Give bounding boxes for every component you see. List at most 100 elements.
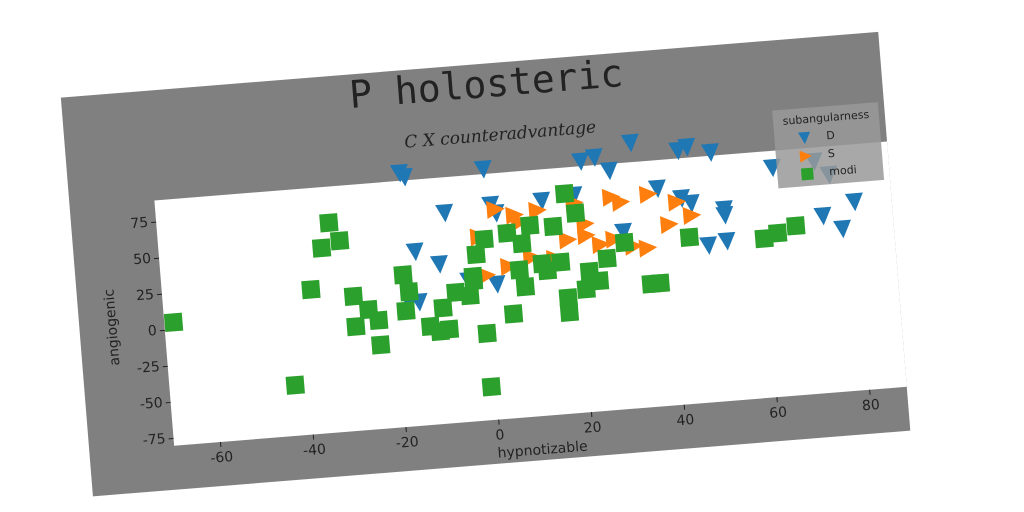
- point: [551, 252, 571, 272]
- point: [481, 377, 502, 397]
- point: [399, 282, 419, 302]
- x-tick-label: -40: [302, 442, 326, 460]
- point: [559, 302, 580, 322]
- y-tick-label: 75: [130, 215, 149, 232]
- point: [429, 254, 448, 274]
- legend-box: [772, 102, 885, 189]
- point: [605, 230, 624, 249]
- point: [601, 188, 621, 207]
- x-tick-label: 0: [495, 427, 505, 444]
- point: [311, 238, 332, 258]
- legend-label: modi: [829, 163, 857, 178]
- x-tick-label: 40: [676, 412, 695, 429]
- point: [301, 279, 321, 300]
- y-tick-label: 50: [133, 251, 152, 268]
- point: [558, 288, 578, 308]
- point: [699, 236, 717, 255]
- point: [435, 203, 454, 223]
- point: [285, 375, 305, 395]
- point: [682, 207, 702, 225]
- point: [584, 148, 603, 167]
- point: [520, 215, 540, 236]
- point: [509, 260, 530, 280]
- point: [611, 193, 631, 212]
- point: [528, 202, 547, 220]
- y-tick-label: 25: [136, 287, 155, 304]
- point: [570, 152, 589, 171]
- point: [597, 248, 617, 269]
- point: [486, 201, 505, 220]
- point: [163, 312, 184, 333]
- y-tick-label: -50: [139, 395, 163, 413]
- point: [466, 244, 486, 265]
- point: [512, 233, 532, 254]
- x-axis-label: hypnotizable: [497, 439, 588, 462]
- point: [786, 216, 806, 236]
- point: [371, 335, 391, 355]
- point: [614, 232, 635, 253]
- point: [439, 319, 460, 339]
- point: [768, 223, 788, 243]
- x-tick-label: 60: [769, 404, 788, 421]
- point: [503, 304, 524, 324]
- point: [667, 193, 687, 212]
- point: [700, 143, 719, 162]
- point: [565, 203, 586, 223]
- y-tick-label: 0: [147, 323, 157, 340]
- point: [671, 189, 690, 208]
- y-tick-label: -75: [142, 431, 166, 449]
- point: [589, 271, 610, 291]
- x-tick-label: 80: [861, 397, 880, 414]
- x-tick-label: 20: [583, 419, 602, 436]
- point: [613, 222, 632, 242]
- point: [677, 137, 696, 157]
- point: [591, 236, 611, 255]
- point: [405, 242, 424, 262]
- point: [813, 206, 832, 226]
- point: [620, 133, 639, 153]
- point: [487, 275, 506, 294]
- point: [679, 227, 700, 247]
- point: [650, 273, 671, 293]
- point: [473, 159, 492, 179]
- point: [446, 282, 466, 303]
- point: [554, 183, 575, 204]
- figure: P holosteric C X counteradvantage hypnot…: [60, 31, 911, 497]
- point: [474, 229, 494, 249]
- point: [844, 192, 863, 212]
- point: [369, 310, 389, 331]
- legend-marker: [799, 150, 812, 163]
- point: [396, 301, 416, 321]
- point: [558, 231, 578, 250]
- point: [515, 277, 536, 297]
- point: [500, 258, 519, 276]
- point: [638, 185, 658, 204]
- point: [343, 286, 364, 306]
- point: [532, 191, 551, 211]
- point: [319, 213, 339, 233]
- point: [394, 167, 413, 187]
- x-tick-label: -60: [210, 449, 234, 467]
- point: [329, 231, 350, 251]
- point: [647, 179, 666, 199]
- y-axis-label: angiogenic: [101, 288, 123, 366]
- x-tick-label: -20: [395, 434, 419, 452]
- point: [463, 271, 484, 291]
- point: [433, 298, 453, 318]
- point: [576, 227, 596, 246]
- point: [714, 200, 733, 219]
- legend-label: S: [827, 147, 835, 161]
- point: [717, 231, 736, 251]
- y-tick-label: -25: [136, 359, 160, 377]
- point: [762, 158, 781, 178]
- point: [543, 216, 563, 237]
- legend-marker: [800, 167, 814, 181]
- point: [346, 316, 366, 337]
- legend-marker: [798, 131, 810, 145]
- point: [681, 194, 700, 213]
- point: [638, 239, 658, 258]
- point: [599, 161, 618, 181]
- point: [833, 219, 852, 239]
